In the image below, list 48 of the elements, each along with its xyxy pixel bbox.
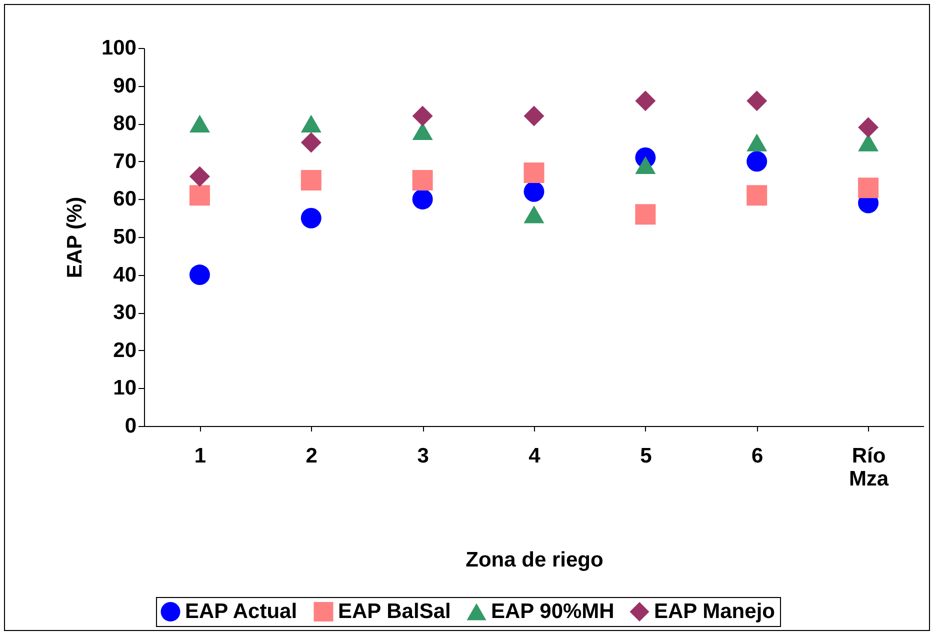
point	[412, 170, 433, 191]
point	[524, 106, 544, 126]
legend-label: EAP Manejo	[654, 600, 775, 623]
y-tick-label: 70	[113, 150, 136, 173]
point	[746, 90, 768, 112]
legend-label: EAP Actual	[185, 600, 298, 623]
point	[189, 166, 210, 187]
y-tick-label: 40	[113, 263, 136, 286]
point	[189, 264, 210, 286]
x-tick-label: 2	[306, 444, 318, 468]
point	[858, 117, 879, 138]
y-tick-label: 30	[113, 301, 136, 324]
x-tick-label: Río Mza	[848, 444, 889, 490]
y-tick-label: 60	[113, 188, 136, 211]
x-tick-label: 5	[640, 444, 652, 468]
point	[635, 204, 656, 225]
point	[746, 134, 768, 152]
point	[189, 114, 210, 132]
point	[635, 156, 656, 174]
point	[858, 178, 879, 198]
y-tick-label: 50	[113, 226, 136, 248]
legend-label: EAP BalSal	[338, 600, 451, 623]
point	[300, 114, 322, 132]
point	[746, 151, 768, 172]
point	[412, 106, 433, 126]
x-tick-label: 6	[752, 444, 764, 468]
point	[524, 181, 544, 202]
y-tick-label: 20	[113, 338, 136, 362]
y-tick-label: 90	[113, 74, 136, 98]
y-tick-label: 10	[113, 376, 136, 400]
x-tick-label: 4	[528, 444, 541, 468]
y-axis-title: EAP (%)	[63, 196, 86, 278]
point	[635, 90, 656, 112]
point	[300, 170, 322, 191]
point	[524, 162, 544, 183]
point	[189, 185, 210, 206]
legend-label: EAP 90%MH	[491, 600, 614, 623]
point	[524, 205, 544, 224]
y-tick-label: 100	[101, 36, 136, 60]
point	[746, 185, 768, 206]
x-tick-label: 1	[194, 444, 206, 468]
point	[300, 208, 322, 228]
y-tick-label: 0	[124, 414, 136, 438]
y-tick-label: 80	[113, 112, 136, 136]
point	[412, 188, 433, 210]
x-tick-label: 3	[417, 444, 429, 468]
point	[300, 132, 322, 153]
x-axis-title: Zona de riego	[466, 548, 604, 572]
